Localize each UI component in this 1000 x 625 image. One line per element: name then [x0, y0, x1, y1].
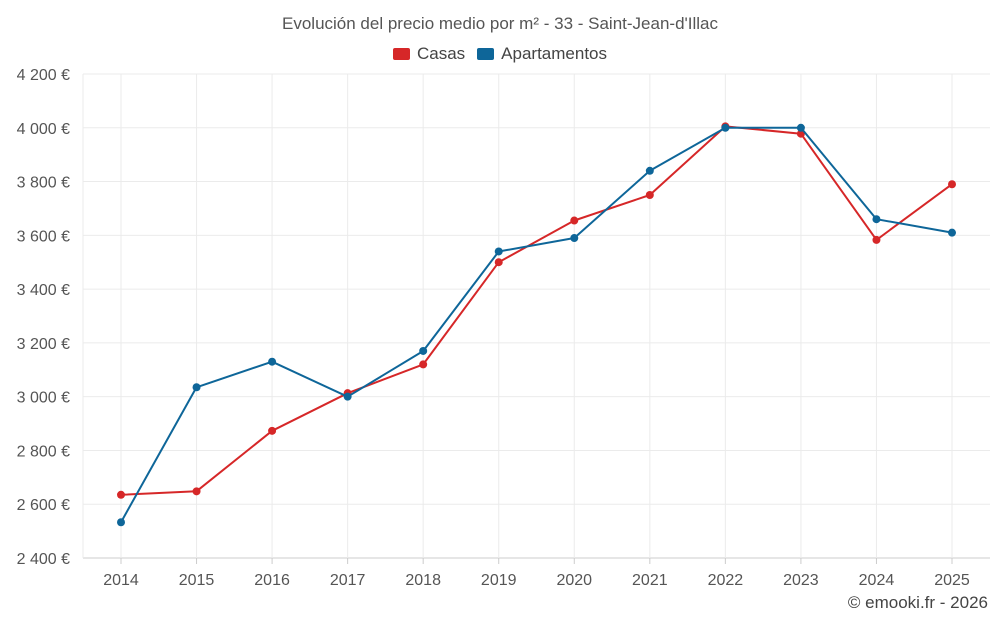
- data-point-casas: [117, 490, 125, 499]
- y-tick-label: 2 400 €: [17, 551, 70, 568]
- series-line-casas: [120, 125, 953, 496]
- x-tick-label: 2020: [556, 572, 592, 589]
- x-tick-label: 2018: [405, 572, 441, 589]
- y-tick-label: 2 800 €: [17, 443, 70, 460]
- legend-label-casas: Casas: [416, 44, 466, 63]
- data-point-casas: [645, 191, 654, 199]
- data-point-casas: [419, 360, 428, 369]
- data-point-apartamentos: [343, 392, 352, 401]
- x-tick-label: 2021: [632, 572, 668, 589]
- series-line-apartamentos: [120, 126, 953, 523]
- data-point-apartamentos: [494, 247, 503, 256]
- y-tick-label: 4 000 €: [17, 121, 70, 138]
- data-point-apartamentos: [948, 228, 956, 237]
- x-tick-label: 2016: [254, 572, 290, 589]
- data-point-apartamentos: [645, 166, 654, 175]
- y-tick-label: 3 800 €: [17, 175, 70, 192]
- x-tick-label: 2017: [330, 572, 366, 589]
- watermark: © emooki.fr - 2026: [847, 593, 988, 612]
- chart-title: Evolución del precio medio por m² - 33 -…: [282, 14, 718, 33]
- x-tick-label: 2024: [859, 572, 895, 589]
- y-tick-label: 3 600 €: [17, 228, 70, 245]
- legend-item-apartamentos[interactable]: Apartamentos: [477, 44, 607, 64]
- data-point-apartamentos: [117, 518, 125, 527]
- data-point-apartamentos: [419, 346, 428, 355]
- data-point-casas: [268, 426, 277, 435]
- x-tick-label: 2022: [708, 572, 744, 589]
- legend: Casas Apartamentos: [0, 44, 1000, 64]
- x-tick-label: 2015: [179, 572, 215, 589]
- legend-swatch-apartamentos: [477, 48, 495, 60]
- data-point-casas: [494, 258, 503, 267]
- legend-label-apartamentos: Apartamentos: [501, 44, 608, 63]
- y-tick-label: 3 200 €: [17, 336, 70, 353]
- x-tick-label: 2023: [783, 572, 819, 589]
- data-point-casas: [192, 487, 201, 496]
- x-tick-label: 2014: [103, 572, 139, 589]
- data-point-apartamentos: [721, 123, 730, 132]
- data-point-apartamentos: [268, 357, 277, 366]
- data-point-casas: [872, 235, 881, 244]
- x-tick-label: 2019: [481, 572, 517, 589]
- data-point-apartamentos: [796, 123, 805, 132]
- y-tick-label: 3 400 €: [17, 282, 70, 299]
- data-point-casas: [948, 180, 956, 189]
- data-point-apartamentos: [192, 383, 201, 392]
- legend-item-casas[interactable]: Casas: [392, 44, 466, 64]
- y-tick-label: 3 000 €: [17, 390, 70, 407]
- legend-swatch-casas: [392, 48, 410, 60]
- x-tick-label: 2025: [934, 572, 970, 589]
- data-point-casas: [570, 216, 579, 225]
- y-tick-label: 4 200 €: [17, 67, 70, 84]
- data-point-apartamentos: [872, 215, 881, 224]
- data-point-apartamentos: [570, 234, 579, 243]
- y-tick-label: 2 600 €: [17, 497, 70, 514]
